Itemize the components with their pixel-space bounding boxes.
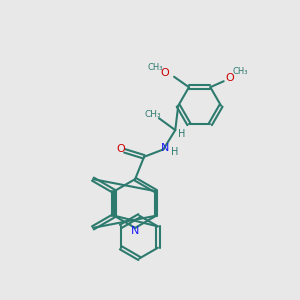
Text: CH₃: CH₃ (232, 67, 248, 76)
Text: H: H (171, 147, 178, 157)
Text: H: H (178, 129, 185, 139)
Text: N: N (131, 226, 139, 236)
Text: O: O (226, 73, 235, 83)
Text: O: O (117, 144, 125, 154)
Text: CH₃: CH₃ (145, 110, 161, 119)
Text: N: N (161, 143, 169, 153)
Text: CH₃: CH₃ (148, 63, 164, 72)
Text: O: O (161, 68, 170, 78)
